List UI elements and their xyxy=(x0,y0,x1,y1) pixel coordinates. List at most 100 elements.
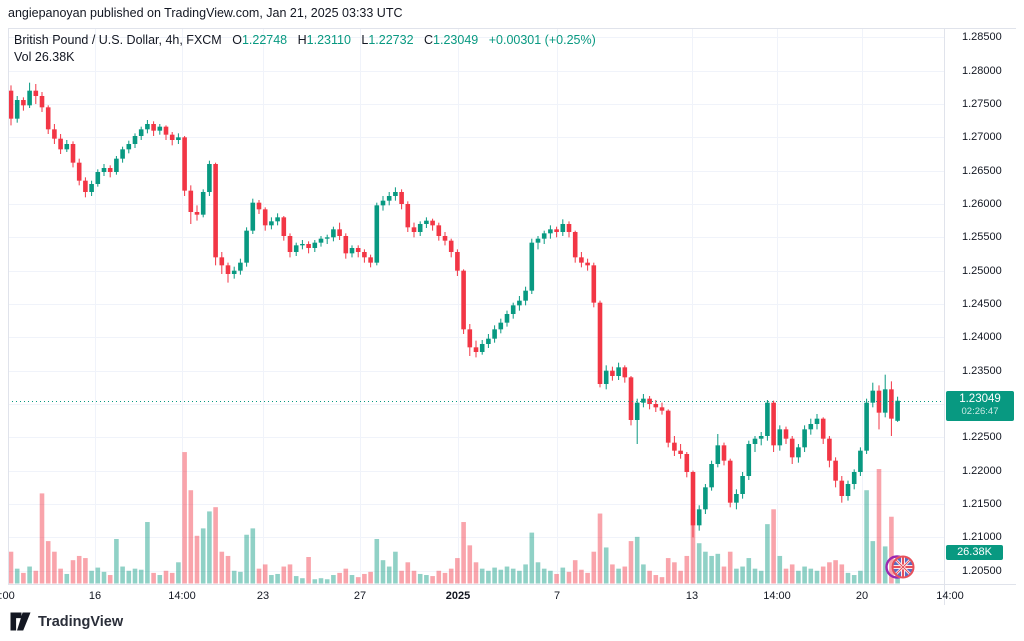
volume-bar xyxy=(45,541,51,584)
candle-body xyxy=(560,224,566,232)
candle-body xyxy=(45,107,51,130)
candle-body xyxy=(293,245,299,252)
ohlc-high: H1.23110 xyxy=(297,33,351,47)
candle-body xyxy=(802,429,807,448)
candle-body xyxy=(300,244,305,246)
volume-bar xyxy=(461,522,466,584)
volume-bar xyxy=(498,569,504,584)
volume-bar xyxy=(157,575,163,584)
volume-legend[interactable]: Vol 26.38K xyxy=(14,50,75,64)
volume-bar xyxy=(256,568,262,584)
volume-badge: 26.38K xyxy=(946,545,1003,560)
volume-bar xyxy=(889,516,894,584)
candle-body xyxy=(169,134,175,140)
volume-bar xyxy=(58,568,63,584)
volume-bar xyxy=(89,570,94,584)
candle-body xyxy=(324,237,330,239)
volume-bar xyxy=(21,572,26,584)
candle-body xyxy=(368,257,373,263)
volume-bar xyxy=(120,566,125,584)
volume-bar xyxy=(610,564,615,584)
volume-bar xyxy=(851,575,857,584)
time-tick-label: 23 xyxy=(256,590,270,602)
volume-bar xyxy=(541,568,547,584)
volume-bar xyxy=(386,566,392,584)
volume-bar xyxy=(405,562,411,584)
time-tick-label: 27 xyxy=(353,590,367,602)
volume-bar xyxy=(231,570,237,584)
candle-body xyxy=(845,484,851,496)
volume-bar xyxy=(653,575,659,584)
volume-bar xyxy=(504,566,510,584)
candle-body xyxy=(523,290,528,301)
candle-body xyxy=(858,450,863,472)
volume-bar xyxy=(138,569,144,584)
time-tick-label: 16 xyxy=(88,590,102,602)
candle-body xyxy=(207,164,212,192)
candle-body xyxy=(572,232,578,258)
volume-bar xyxy=(70,560,76,584)
volume-bar xyxy=(287,564,293,584)
volume-bar xyxy=(188,490,194,584)
candle-body xyxy=(541,233,547,239)
volume-bar xyxy=(176,562,181,584)
candle-body xyxy=(126,144,132,150)
candle-body xyxy=(200,192,206,215)
candle-body xyxy=(771,402,776,446)
candle-body xyxy=(808,424,814,430)
candle-body xyxy=(734,494,739,503)
volume-bar xyxy=(882,546,888,584)
tradingview-logo-link[interactable]: TradingView xyxy=(10,612,123,631)
price-tick-label: 1.24500 xyxy=(962,298,1002,310)
volume-bar xyxy=(269,575,274,584)
volume-bar xyxy=(535,562,541,584)
volume-bar xyxy=(523,564,528,584)
volume-bar xyxy=(244,534,249,584)
volume-bar xyxy=(33,570,39,584)
candle-body xyxy=(833,460,838,481)
volume-bar xyxy=(479,568,485,584)
candle-body xyxy=(176,137,181,140)
candle-body xyxy=(796,447,801,458)
candle-body xyxy=(684,454,690,472)
volume-bar xyxy=(777,555,783,584)
price-tick-label: 1.20500 xyxy=(962,564,1002,577)
volume-bar xyxy=(169,572,175,584)
candle-body xyxy=(306,244,311,248)
volume-bar xyxy=(275,573,280,584)
volume-bar xyxy=(374,538,380,584)
volume-bar xyxy=(845,572,851,584)
volume-bar xyxy=(746,558,752,584)
volume-bar xyxy=(548,570,553,584)
candle-body xyxy=(27,90,32,106)
candle-body xyxy=(244,230,249,263)
chart-legend[interactable]: British Pound / U.S. Dollar, 4h, FXCM O1… xyxy=(14,33,596,47)
volume-bar xyxy=(820,566,826,584)
candle-body xyxy=(895,400,900,421)
candle-body xyxy=(182,137,187,191)
candle-body xyxy=(628,377,634,420)
gbp-flag-icon xyxy=(880,554,920,580)
candle-body xyxy=(789,438,795,458)
candle-body xyxy=(213,164,218,258)
candle-body xyxy=(851,472,857,484)
volume-bar xyxy=(436,570,442,584)
candle-body xyxy=(287,236,293,252)
volume-bar xyxy=(665,558,671,584)
volume-bar xyxy=(740,566,745,584)
volume-label: Vol xyxy=(14,50,32,64)
candle-body xyxy=(752,438,758,444)
volume-bar xyxy=(393,551,398,584)
volume-bar xyxy=(151,572,156,584)
volume-bar xyxy=(213,507,218,584)
candle-body xyxy=(622,367,628,378)
candle-body xyxy=(690,472,696,526)
volume-bar xyxy=(517,570,522,584)
volume-bar xyxy=(709,555,714,584)
candle-body xyxy=(641,398,646,403)
volume-bar xyxy=(696,543,702,584)
volume-bar xyxy=(132,568,138,584)
volume-bar xyxy=(8,551,14,584)
candle-body xyxy=(386,196,392,201)
